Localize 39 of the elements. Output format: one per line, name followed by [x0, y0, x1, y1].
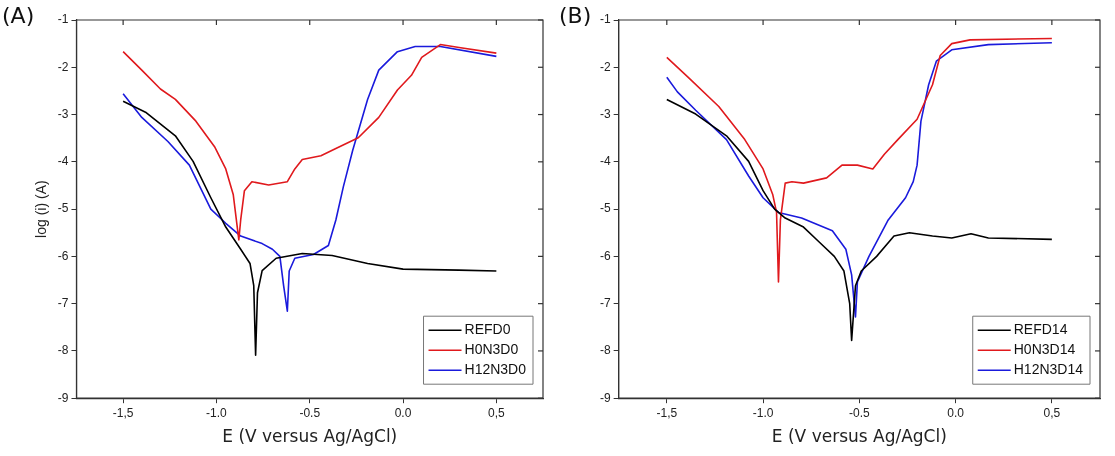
x-tick-label: -0.5	[299, 405, 321, 420]
legend-label: H0N3D0	[464, 341, 519, 358]
chart-title: (B)	[559, 2, 592, 28]
x-axis-title: E (V versus Ag/AgCl)	[222, 426, 398, 447]
legend-label: REFD14	[1013, 321, 1068, 338]
y-tick-label: -8	[57, 343, 69, 358]
y-tick-label: -3	[600, 106, 611, 121]
legend-label: H0N3D14	[1013, 341, 1076, 358]
y-tick-label: -7	[57, 295, 69, 310]
y-tick-label: -4	[600, 154, 611, 169]
x-tick-label: 0,5	[1043, 405, 1061, 420]
y-tick-label: -1	[600, 12, 611, 27]
x-tick-label: -1.0	[206, 405, 228, 420]
y-tick-label: -5	[57, 201, 69, 216]
y-tick-label: -1	[57, 12, 69, 27]
y-tick-label: -6	[600, 248, 611, 263]
x-tick-label: 0.0	[394, 405, 412, 420]
y-tick-label: -7	[600, 295, 611, 310]
legend-label: REFD0	[464, 321, 511, 338]
legend-label: H12N3D0	[464, 361, 527, 378]
legend-label: H12N3D14	[1013, 361, 1084, 378]
y-tick-label: -9	[57, 390, 69, 405]
x-tick-label: -1.0	[752, 405, 774, 420]
x-tick-label: -1,5	[112, 405, 134, 420]
y-axis-title: log (i) (A)	[33, 180, 50, 238]
y-tick-label: -9	[600, 390, 611, 405]
x-tick-label: -1,5	[656, 405, 678, 420]
x-tick-label: -0.5	[848, 405, 870, 420]
y-tick-label: -4	[57, 154, 69, 169]
y-tick-label: -3	[57, 106, 69, 121]
x-tick-label: 0,5	[488, 405, 506, 420]
chart-title: (A)	[2, 2, 35, 28]
x-tick-label: 0.0	[947, 405, 965, 420]
y-tick-label: -8	[600, 343, 611, 358]
y-tick-label: -2	[57, 59, 69, 74]
y-tick-label: -2	[600, 59, 611, 74]
x-axis-title: E (V versus Ag/AgCl)	[771, 426, 947, 447]
y-tick-label: -5	[600, 201, 611, 216]
y-tick-label: -6	[57, 248, 69, 263]
